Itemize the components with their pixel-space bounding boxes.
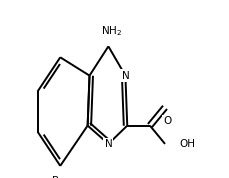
Text: N: N	[121, 71, 129, 81]
Text: O: O	[162, 116, 171, 126]
Text: Br: Br	[52, 176, 64, 178]
Text: OH: OH	[178, 139, 194, 149]
Text: NH$_2$: NH$_2$	[101, 25, 122, 38]
Text: N: N	[104, 139, 112, 149]
